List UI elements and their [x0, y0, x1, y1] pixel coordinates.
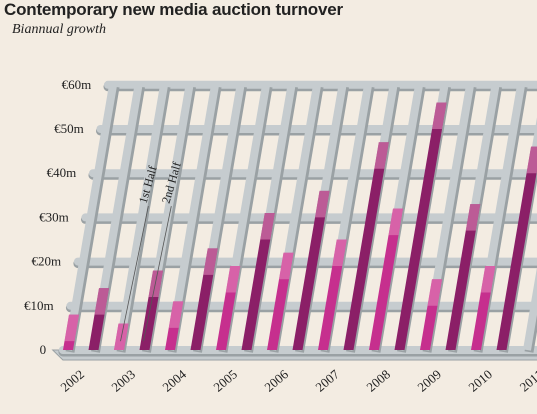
x-tick-label-2007: 2007 [312, 366, 342, 395]
bar-2004-h1-highlight [168, 301, 184, 328]
bar-2005-h2-highlight [260, 212, 275, 240]
bar-2007-h1-highlight [332, 239, 347, 267]
bar-2008-h2-highlight [432, 102, 447, 129]
x-tick-label-2003: 2003 [108, 366, 138, 394]
y-tick-label-6: €60m [62, 77, 92, 92]
x-tick-labels: 2002 2003 2004 2005 2006 2007 2008 2009 2010 2011 [57, 366, 537, 395]
bar-2002-h2-highlight [94, 288, 110, 315]
grid-column [523, 267, 537, 351]
y-tick-label-4: €40m [47, 165, 77, 180]
bar-2003-h2-highlight [148, 270, 164, 297]
chart-title: Contemporary new media auction turnover [4, 0, 343, 19]
grid-column [115, 84, 169, 351]
y-tick-labels: 0 €10m €20m €30m €40m €50m €60m [24, 77, 91, 357]
bar-2010-h2-highlight [526, 146, 537, 174]
bar-2009-h1-highlight [427, 279, 443, 306]
bar-2006-h2 [292, 190, 330, 350]
bar-2006-h1-highlight [279, 252, 294, 280]
bar-2005-h2 [241, 212, 275, 350]
bar-2010-h1-highlight [480, 266, 496, 293]
x-tick-label-2009: 2009 [414, 366, 444, 394]
bar-2009-h2-highlight [465, 204, 481, 231]
bar-2010-h2 [496, 146, 537, 350]
y-tick-label-5: €50m [54, 121, 84, 136]
chart-subtitle: Biannual growth [12, 22, 106, 37]
x-tick-label-2005: 2005 [210, 366, 240, 394]
bar-2008-h2 [394, 102, 447, 350]
bar-2005-h1-highlight [225, 266, 241, 293]
y-tick-label-1: €10m [24, 298, 54, 313]
y-tick-label-0: 0 [40, 342, 47, 357]
bar-2009-h2 [445, 204, 481, 350]
bar-2007-h1 [318, 239, 347, 350]
bar-2007-h2-highlight [374, 142, 389, 169]
y-tick-label-2: €20m [32, 254, 62, 269]
x-tick-label-2011: 2011 [517, 367, 537, 395]
bar-2002-h1-highlight [64, 314, 80, 342]
x-tick-label-2006: 2006 [261, 366, 291, 395]
annotation-second-half-leader [143, 206, 172, 342]
bar-2004-h2-highlight [203, 248, 218, 275]
bar-2008-h1-highlight [388, 208, 404, 236]
grid-column [64, 84, 118, 351]
x-tick-label-2008: 2008 [363, 366, 393, 394]
annotation-second-half: 2nd Half [159, 160, 184, 205]
x-tick-label-2010: 2010 [465, 366, 495, 394]
bar-2006-h2-highlight [315, 190, 330, 218]
bar-2008-h1 [369, 208, 404, 350]
x-tick-label-2004: 2004 [159, 366, 189, 395]
bar-2007-h2 [343, 142, 389, 350]
annotation-first-half-leader [120, 206, 149, 342]
x-tick-label-2002: 2002 [57, 366, 87, 394]
y-tick-label-3: €30m [39, 209, 69, 224]
